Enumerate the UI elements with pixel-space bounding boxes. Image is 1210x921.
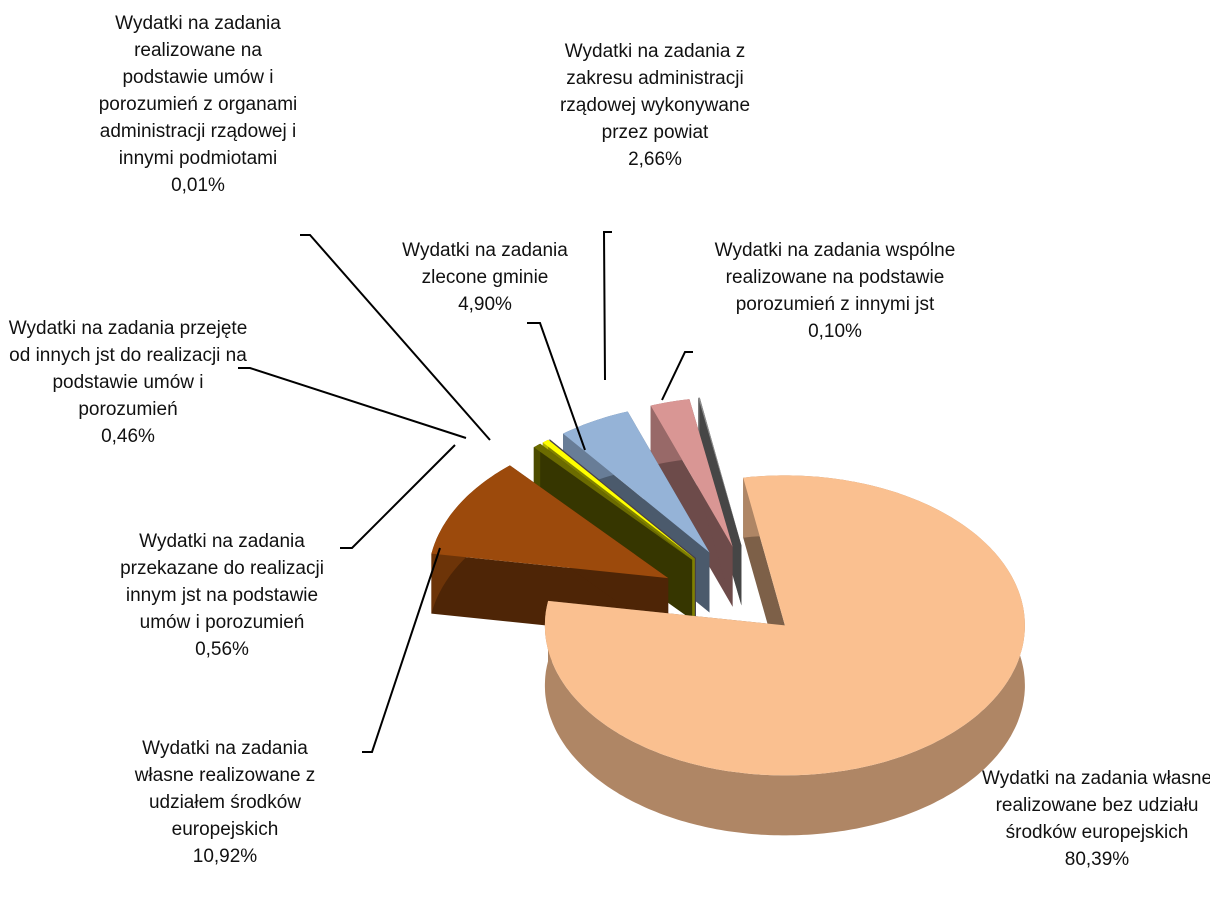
- data-label: Wydatki na zadania zlecone gminie 4,90%: [375, 237, 595, 318]
- label-value: 0,56%: [195, 639, 249, 660]
- slice: [563, 411, 710, 553]
- leader-line: [362, 547, 441, 753]
- label-value: 0,01%: [171, 175, 225, 196]
- leader-line: [340, 444, 456, 549]
- label-name: Wydatki na zadania własne realizowane z …: [134, 738, 316, 840]
- data-label: Wydatki na zadania własne realizowane be…: [980, 765, 1210, 873]
- data-label: Wydatki na zadania przejęte od innych js…: [8, 315, 248, 450]
- slice: [544, 475, 1025, 836]
- label-value: 80,39%: [1064, 849, 1130, 870]
- label-name: Wydatki na zadania przekazane do realiza…: [120, 531, 324, 633]
- label-name: Wydatki na zadania przejęte od innych js…: [8, 318, 248, 420]
- data-label: Wydatki na zadania przekazane do realiza…: [107, 528, 337, 663]
- label-value: 2,66%: [628, 149, 682, 170]
- leader-line: [238, 367, 467, 439]
- slice: [650, 399, 733, 547]
- slice: [542, 439, 695, 559]
- leader-line: [527, 322, 586, 451]
- label-value: 4,90%: [458, 294, 512, 315]
- data-label: Wydatki na zadania wspólne realizowane n…: [710, 237, 960, 345]
- leader-line: [300, 234, 491, 441]
- label-name: Wydatki na zadania realizowane na podsta…: [98, 13, 298, 169]
- label-value: 0,10%: [808, 321, 862, 342]
- slice: [431, 465, 669, 579]
- leader-line: [661, 351, 693, 401]
- data-label: Wydatki na zadania z zakresu administrac…: [535, 38, 775, 173]
- label-value: 0,46%: [101, 426, 155, 447]
- leader-line: [602, 231, 612, 381]
- slice: [533, 443, 693, 560]
- label-value: 10,92%: [192, 846, 258, 867]
- label-name: Wydatki na zadania wspólne realizowane n…: [714, 240, 956, 315]
- label-name: Wydatki na zadania z zakresu administrac…: [559, 41, 751, 143]
- slice: [650, 399, 733, 607]
- slices: [431, 397, 1025, 836]
- slice: [544, 475, 1025, 776]
- slice: [549, 439, 696, 558]
- data-label: Wydatki na zadania własne realizowane z …: [110, 735, 340, 870]
- label-name: Wydatki na zadania zlecone gminie: [402, 240, 568, 288]
- data-label: Wydatki na zadania realizowane na podsta…: [98, 10, 298, 199]
- label-name: Wydatki na zadania własne realizowane be…: [981, 768, 1210, 843]
- slice: [698, 397, 742, 546]
